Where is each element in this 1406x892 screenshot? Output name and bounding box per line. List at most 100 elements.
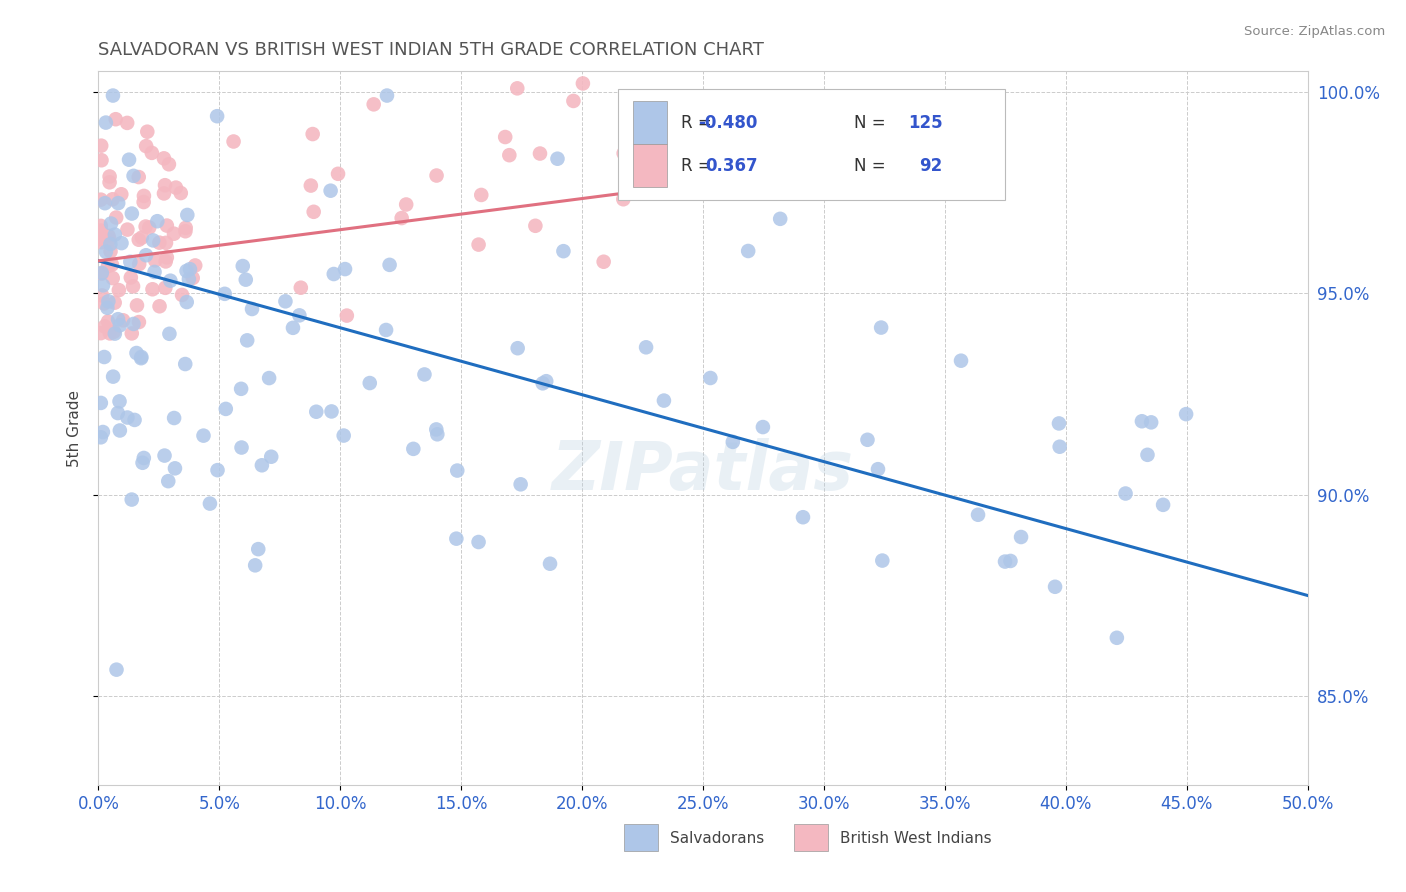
Point	[94, 196, 117, 211]
Point	[131, 456, 153, 470]
Point	[1152, 498, 1174, 512]
Point	[128, 257, 150, 271]
Point	[402, 442, 425, 456]
Point	[170, 186, 193, 200]
Point	[91, 425, 114, 439]
Point	[90, 219, 112, 233]
Point	[1010, 530, 1032, 544]
Point	[170, 288, 193, 302]
Point	[105, 211, 128, 225]
Point	[107, 196, 129, 211]
Point	[90, 267, 112, 281]
Point	[531, 376, 554, 391]
Point	[467, 237, 489, 252]
Point	[120, 255, 142, 269]
Point	[247, 542, 270, 557]
Point	[98, 169, 121, 184]
Point	[105, 663, 128, 677]
Point	[321, 404, 343, 418]
Point	[236, 334, 259, 348]
Point	[319, 184, 342, 198]
Point	[866, 462, 889, 476]
Point	[572, 77, 595, 91]
Point	[250, 458, 273, 473]
Point	[101, 88, 124, 103]
Point	[856, 433, 879, 447]
Point	[104, 326, 127, 341]
Point	[378, 258, 401, 272]
Point	[215, 401, 238, 416]
Point	[110, 187, 132, 202]
Point	[1105, 631, 1128, 645]
Point	[229, 382, 252, 396]
Point	[153, 186, 176, 201]
Bar	[624, 824, 658, 851]
Point	[108, 318, 131, 333]
Point	[108, 424, 131, 438]
Point	[1000, 554, 1022, 568]
Point	[235, 273, 257, 287]
Point	[93, 319, 115, 334]
Point	[467, 535, 489, 549]
Point	[128, 315, 150, 329]
Text: British West Indians: British West Indians	[839, 831, 991, 846]
Point	[769, 211, 792, 226]
Point	[97, 228, 120, 243]
Point	[222, 135, 245, 149]
Point	[136, 125, 159, 139]
Bar	[633, 102, 666, 145]
Point	[156, 251, 179, 265]
Point	[322, 267, 344, 281]
Point	[413, 368, 436, 382]
Bar	[633, 145, 666, 187]
Point	[90, 266, 112, 280]
Point	[506, 341, 529, 355]
Point	[98, 326, 121, 341]
Point	[131, 350, 153, 364]
Point	[117, 222, 139, 236]
Point	[752, 420, 775, 434]
Point	[699, 371, 721, 385]
Point	[143, 265, 166, 279]
Text: -0.480: -0.480	[697, 114, 758, 132]
Point	[326, 167, 349, 181]
Point	[425, 422, 447, 436]
Point	[290, 281, 312, 295]
Point	[193, 428, 215, 442]
Point	[205, 109, 228, 123]
Point	[143, 253, 166, 268]
Point	[870, 320, 893, 334]
Point	[125, 298, 148, 312]
Point	[1140, 415, 1163, 429]
Point	[994, 555, 1017, 569]
Point	[101, 258, 124, 272]
Point	[506, 81, 529, 95]
Point	[214, 286, 236, 301]
Point	[333, 262, 356, 277]
Point	[509, 477, 531, 491]
Point	[122, 317, 145, 331]
Point	[110, 236, 132, 251]
Point	[872, 553, 894, 567]
Point	[153, 449, 176, 463]
Point	[257, 371, 280, 385]
Y-axis label: 5th Grade: 5th Grade	[67, 390, 83, 467]
Point	[118, 153, 141, 167]
Point	[524, 219, 547, 233]
Point	[553, 244, 575, 259]
Text: Source: ZipAtlas.com: Source: ZipAtlas.com	[1244, 25, 1385, 38]
Point	[426, 169, 449, 183]
Point	[302, 204, 325, 219]
Point	[100, 244, 122, 259]
Point	[243, 558, 266, 573]
Point	[231, 441, 253, 455]
Point	[93, 350, 115, 364]
Point	[165, 180, 187, 194]
Point	[274, 294, 297, 309]
Text: R =: R =	[682, 114, 711, 132]
Point	[94, 244, 117, 259]
Point	[792, 510, 814, 524]
Point	[155, 235, 177, 250]
Point	[128, 233, 150, 247]
Point	[124, 413, 146, 427]
